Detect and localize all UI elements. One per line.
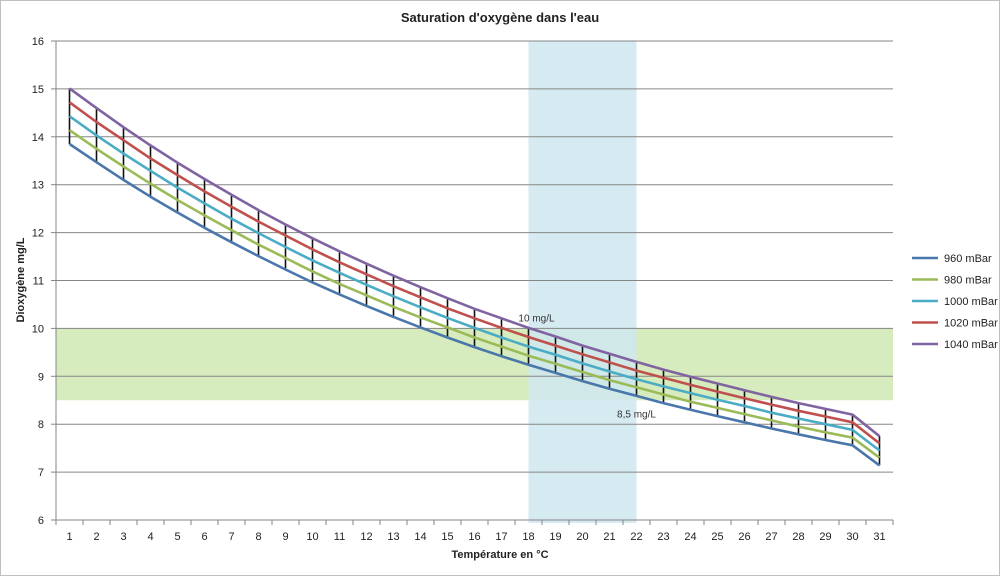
x-tick-label: 22 (630, 531, 642, 543)
legend: 960 mBar 980 mBar 1000 mBar 1020 mBar 1040 m… (912, 253, 998, 351)
y-tick-label: 7 (38, 467, 44, 479)
x-tick-label: 12 (360, 531, 372, 543)
legend-label: 960 mBar (944, 253, 992, 265)
y-tick-label: 13 (32, 180, 44, 192)
x-tick-label: 16 (468, 531, 480, 543)
x-tick-label: 4 (147, 531, 153, 543)
x-tick-label: 5 (174, 531, 180, 543)
series-line-3 (68, 101, 881, 445)
x-tick-label: 10 (306, 531, 318, 543)
legend-label: 1020 mBar (944, 318, 998, 330)
x-tick-label: 31 (873, 531, 885, 543)
series-line-2 (68, 115, 881, 452)
x-tick-label: 29 (819, 531, 831, 543)
annotation-label: 10 mg/L (518, 313, 555, 324)
legend-label: 980 mBar (944, 275, 992, 287)
x-tick-label: 20 (576, 531, 588, 543)
x-tick-label: 8 (255, 531, 261, 543)
x-tick-label: 1 (66, 531, 72, 543)
series-line-0 (68, 142, 881, 467)
y-tick-label: 10 (32, 323, 44, 335)
y-tick-label: 12 (32, 228, 44, 240)
x-tick-label: 30 (846, 531, 858, 543)
y-tick-label: 11 (33, 276, 44, 288)
x-tick-label: 14 (414, 531, 426, 543)
x-tick-label: 13 (387, 531, 399, 543)
series-lines (68, 87, 881, 467)
y-tick-label: 6 (38, 515, 44, 527)
x-tick-label: 11 (334, 531, 345, 543)
legend-label: 1040 mBar (944, 339, 998, 351)
x-axis-title: Température en °C (451, 549, 548, 561)
annotations: 10 mg/L 8,5 mg/L (518, 313, 656, 420)
series-line-4 (68, 87, 881, 438)
y-tick-label: 14 (32, 132, 44, 144)
x-tick-label: 6 (201, 531, 207, 543)
legend-label: 1000 mBar (944, 296, 998, 308)
band-x-1 (528, 41, 637, 523)
x-tick-label: 2 (93, 531, 99, 543)
x-tick-label: 9 (282, 531, 288, 543)
y-tick-label: 8 (38, 419, 44, 431)
x-tick-label: 18 (522, 531, 534, 543)
y-tick-label: 9 (38, 371, 44, 383)
x-tick-label: 17 (495, 531, 507, 543)
x-tick-label: 15 (441, 531, 453, 543)
x-tick-label: 7 (228, 531, 234, 543)
annotation-label: 8,5 mg/L (617, 409, 656, 420)
y-tick-label: 15 (32, 84, 44, 96)
x-tick-label: 23 (657, 531, 669, 543)
x-tick-label: 21 (603, 531, 615, 543)
x-tick-label: 26 (738, 531, 750, 543)
x-tick-label: 28 (792, 531, 804, 543)
y-tick-label: 16 (32, 36, 44, 48)
x-tick-label: 24 (684, 531, 696, 543)
x-tick-label: 3 (120, 531, 126, 543)
y-axis-title: Dioxygène mg/L (15, 237, 27, 322)
x-tick-label: 27 (765, 531, 777, 543)
x-tick-label: 25 (711, 531, 723, 543)
series-line-1 (68, 129, 881, 459)
x-tick-label: 19 (549, 531, 561, 543)
chart-title: Saturation d'oxygène dans l'eau (401, 10, 599, 25)
